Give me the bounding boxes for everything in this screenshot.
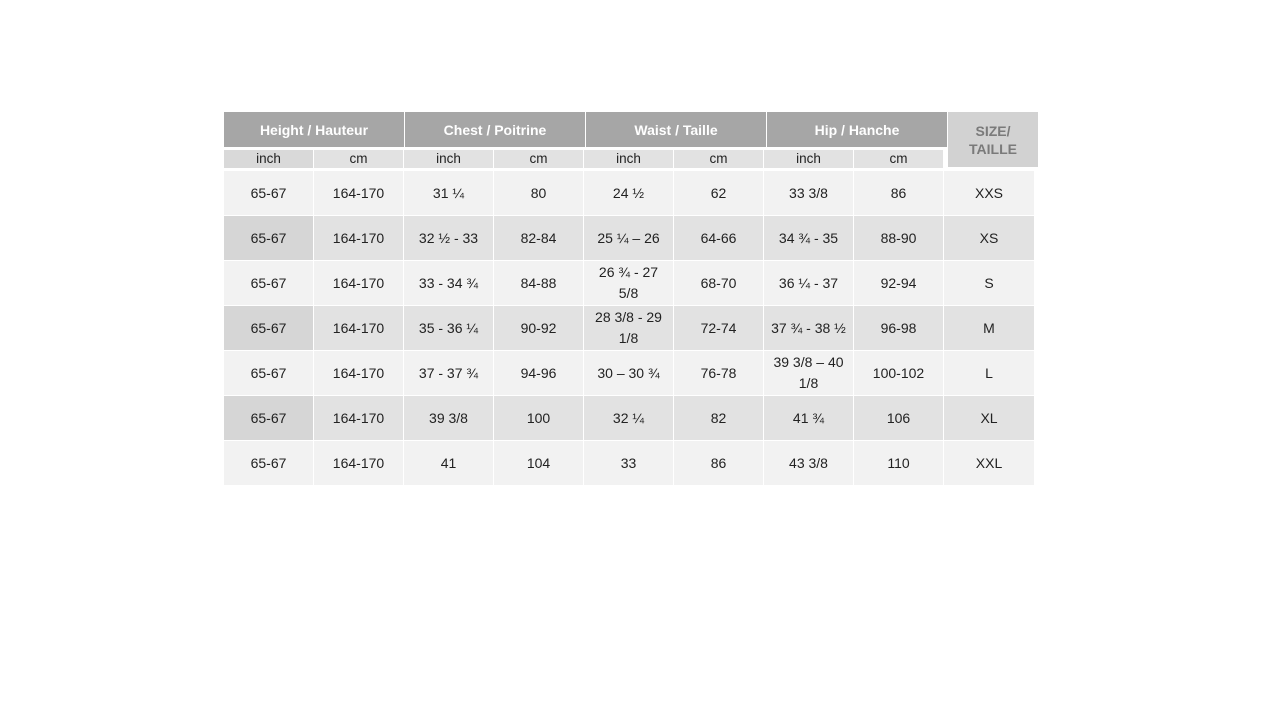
unit-header: cm [854, 150, 943, 168]
table-cell: 88-90 [854, 216, 943, 260]
table-cell: 62 [674, 171, 763, 215]
table-cell: 110 [854, 441, 943, 485]
table-cell: 68-70 [674, 261, 763, 305]
table-cell: 32 ½ - 33 [404, 216, 493, 260]
table-cell: 164-170 [314, 351, 403, 395]
table-cell: 80 [494, 171, 583, 215]
table-row: 65-67 164-170 35 - 36 ¼ 90-92 28 3/8 - 29 1/… [224, 306, 1036, 350]
table-cell: 41 ¾ [764, 396, 853, 440]
table-cell: 72-74 [674, 306, 763, 350]
header-size: SIZE/ TAILLE [948, 112, 1038, 167]
table-cell: 164-170 [314, 396, 403, 440]
size-cell: XXS [944, 171, 1034, 215]
table-cell: 35 - 36 ¼ [404, 306, 493, 350]
table-cell: 65-67 [224, 396, 313, 440]
size-chart-table: Height / Hauteur Chest / Poitrine Waist … [224, 112, 1038, 486]
unit-header: cm [674, 150, 763, 168]
unit-header: cm [494, 150, 583, 168]
table-row: 65-67 164-170 39 3/8 100 32 ¼ 82 41 ¾ 106 XL [224, 396, 1036, 440]
unit-header: cm [314, 150, 403, 168]
table-cell: 39 3/8 [404, 396, 493, 440]
table-cell: 65-67 [224, 216, 313, 260]
table-cell: 24 ½ [584, 171, 673, 215]
table-cell: 164-170 [314, 171, 403, 215]
unit-header: inch [764, 150, 853, 168]
table-cell: 33 - 34 ¾ [404, 261, 493, 305]
table-cell: 65-67 [224, 171, 313, 215]
table-cell: 90-92 [494, 306, 583, 350]
size-cell: XL [944, 396, 1034, 440]
table-cell: 32 ¼ [584, 396, 673, 440]
table-cell: 25 ¼ – 26 [584, 216, 673, 260]
header-chest: Chest / Poitrine [405, 112, 585, 147]
table-cell: 106 [854, 396, 943, 440]
table-row: 65-67 164-170 32 ½ - 33 82-84 25 ¼ – 26 64-66… [224, 216, 1036, 260]
table-cell: 28 3/8 - 29 1/8 [584, 306, 673, 350]
table-row: 65-67 164-170 33 - 34 ¾ 84-88 26 ¾ - 27 5/8 6… [224, 261, 1036, 305]
unit-header-row: inch cm inch cm inch cm inch cm [224, 150, 947, 168]
table-cell: 100-102 [854, 351, 943, 395]
table-cell: 82 [674, 396, 763, 440]
table-cell: 30 – 30 ¾ [584, 351, 673, 395]
table-cell: 65-67 [224, 261, 313, 305]
table-cell: 86 [854, 171, 943, 215]
table-cell: 164-170 [314, 216, 403, 260]
size-cell: XXL [944, 441, 1034, 485]
table-cell: 31 ¼ [404, 171, 493, 215]
table-cell: 65-67 [224, 306, 313, 350]
table-cell: 37 - 37 ¾ [404, 351, 493, 395]
table-cell: 41 [404, 441, 493, 485]
size-cell: S [944, 261, 1034, 305]
table-cell: 43 3/8 [764, 441, 853, 485]
size-cell: XS [944, 216, 1034, 260]
table-cell: 100 [494, 396, 583, 440]
table-cell: 65-67 [224, 441, 313, 485]
table-row: 65-67 164-170 41 104 33 86 43 3/8 110 XXL [224, 441, 1036, 485]
table-cell: 84-88 [494, 261, 583, 305]
header-hip: Hip / Hanche [767, 112, 947, 147]
header-waist: Waist / Taille [586, 112, 766, 147]
table-row: 65-67 164-170 31 ¼ 80 24 ½ 62 33 3/8 86 XXS [224, 171, 1036, 215]
table-row: 65-67 164-170 37 - 37 ¾ 94-96 30 – 30 ¾ 76-78… [224, 351, 1036, 395]
table-cell: 164-170 [314, 261, 403, 305]
table-cell: 33 3/8 [764, 171, 853, 215]
table-cell: 39 3/8 – 40 1/8 [764, 351, 853, 395]
table-cell: 34 ¾ - 35 [764, 216, 853, 260]
unit-header: inch [584, 150, 673, 168]
header-height: Height / Hauteur [224, 112, 404, 147]
table-cell: 164-170 [314, 306, 403, 350]
table-cell: 92-94 [854, 261, 943, 305]
table-cell: 86 [674, 441, 763, 485]
table-cell: 37 ¾ - 38 ½ [764, 306, 853, 350]
size-cell: M [944, 306, 1034, 350]
table-cell: 104 [494, 441, 583, 485]
table-cell: 36 ¼ - 37 [764, 261, 853, 305]
table-cell: 64-66 [674, 216, 763, 260]
size-cell: L [944, 351, 1034, 395]
table-body: 65-67 164-170 31 ¼ 80 24 ½ 62 33 3/8 86 XXS 65-67… [224, 171, 1036, 485]
table-cell: 94-96 [494, 351, 583, 395]
table-cell: 76-78 [674, 351, 763, 395]
table-cell: 65-67 [224, 351, 313, 395]
table-cell: 82-84 [494, 216, 583, 260]
unit-header: inch [224, 150, 313, 168]
table-header: Height / Hauteur Chest / Poitrine Waist … [224, 112, 1038, 168]
unit-header: inch [404, 150, 493, 168]
table-cell: 96-98 [854, 306, 943, 350]
table-cell: 33 [584, 441, 673, 485]
table-cell: 164-170 [314, 441, 403, 485]
table-cell: 26 ¾ - 27 5/8 [584, 261, 673, 305]
